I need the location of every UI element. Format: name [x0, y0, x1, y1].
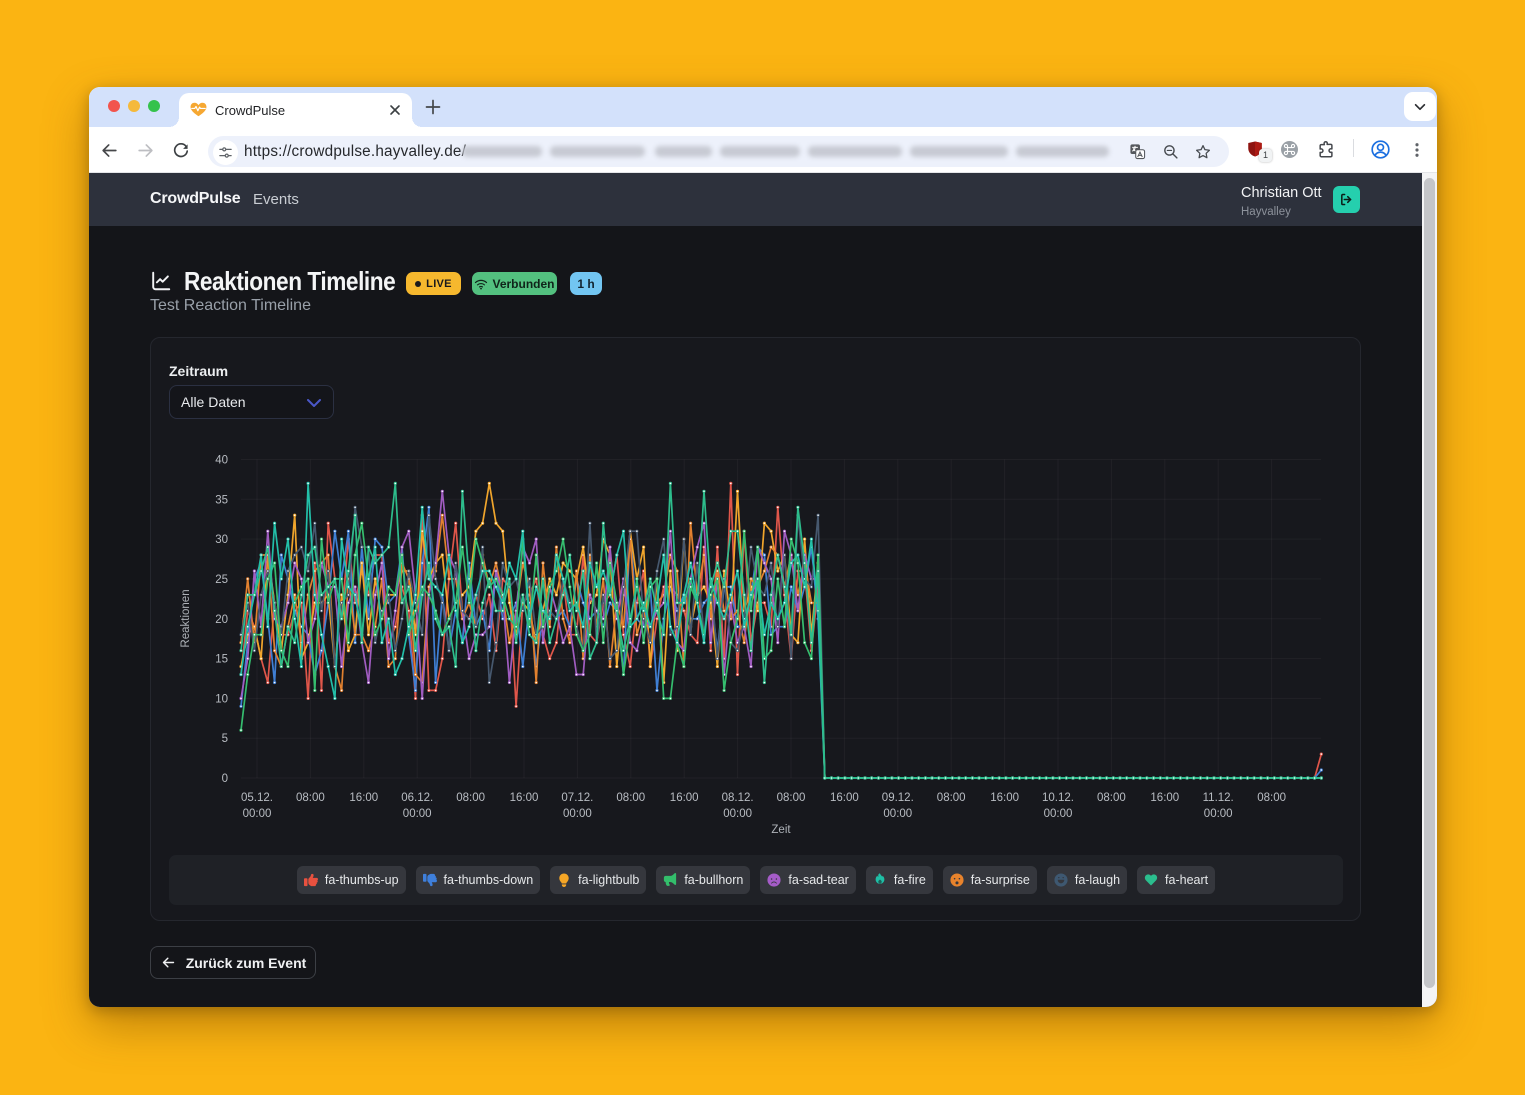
svg-text:16:00: 16:00 — [990, 792, 1019, 804]
svg-text:05.12.: 05.12. — [241, 792, 273, 804]
svg-text:11.12.: 11.12. — [1203, 792, 1234, 804]
svg-text:00:00: 00:00 — [883, 808, 912, 820]
svg-text:07.12.: 07.12. — [561, 792, 593, 804]
svg-text:08:00: 08:00 — [1257, 792, 1286, 804]
svg-text:00:00: 00:00 — [1044, 808, 1073, 820]
svg-text:10.12.: 10.12. — [1042, 792, 1074, 804]
svg-text:08.12.: 08.12. — [722, 792, 754, 804]
svg-text:16:00: 16:00 — [830, 792, 859, 804]
svg-text:40: 40 — [215, 455, 228, 467]
svg-text:00:00: 00:00 — [723, 808, 752, 820]
svg-text:09.12.: 09.12. — [882, 792, 914, 804]
svg-text:08:00: 08:00 — [456, 792, 485, 804]
svg-text:20: 20 — [215, 614, 228, 626]
svg-text:00:00: 00:00 — [563, 808, 592, 820]
svg-text:5: 5 — [222, 733, 228, 745]
svg-text:08:00: 08:00 — [777, 792, 806, 804]
svg-text:25: 25 — [215, 574, 228, 586]
svg-text:Zeit: Zeit — [771, 824, 791, 836]
svg-text:00:00: 00:00 — [1204, 808, 1233, 820]
svg-text:08:00: 08:00 — [1097, 792, 1126, 804]
svg-text:06.12.: 06.12. — [401, 792, 433, 804]
svg-text:16:00: 16:00 — [670, 792, 699, 804]
svg-text:16:00: 16:00 — [1150, 792, 1179, 804]
svg-text:08:00: 08:00 — [616, 792, 645, 804]
svg-text:0: 0 — [222, 773, 228, 785]
svg-text:35: 35 — [215, 494, 228, 506]
svg-text:08:00: 08:00 — [296, 792, 325, 804]
svg-text:16:00: 16:00 — [349, 792, 378, 804]
svg-text:00:00: 00:00 — [243, 808, 272, 820]
svg-text:Reaktionen: Reaktionen — [180, 589, 192, 647]
svg-text:30: 30 — [215, 534, 228, 546]
svg-text:15: 15 — [215, 654, 228, 666]
svg-text:10: 10 — [215, 693, 228, 705]
svg-text:16:00: 16:00 — [510, 792, 539, 804]
svg-text:00:00: 00:00 — [403, 808, 432, 820]
svg-text:08:00: 08:00 — [937, 792, 966, 804]
